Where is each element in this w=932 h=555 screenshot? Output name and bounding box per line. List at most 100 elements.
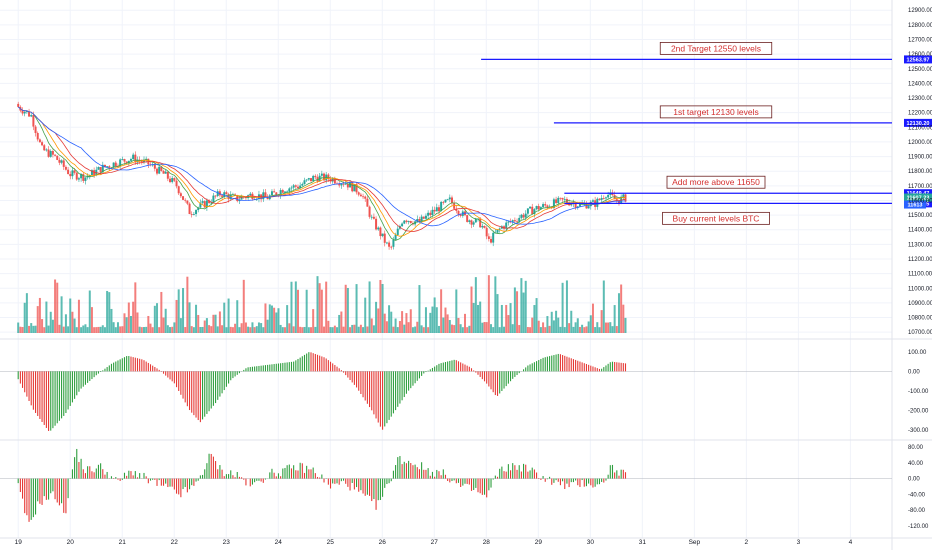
candle-body — [615, 199, 618, 201]
volume-bar — [255, 326, 258, 333]
candle-body — [45, 149, 48, 151]
volume-bar — [275, 312, 278, 333]
volume-bar — [186, 276, 189, 333]
volume-bar — [227, 298, 230, 333]
volume-bar — [403, 324, 406, 333]
volume-bar — [578, 326, 581, 333]
candle-body — [485, 227, 488, 237]
candle-body — [450, 197, 453, 204]
candle-body — [338, 184, 341, 186]
price-axis-tick: 10900.00 — [908, 301, 932, 307]
volume-bar — [23, 302, 26, 333]
time-axis-tick: 20 — [67, 539, 75, 546]
candle-body — [418, 219, 421, 222]
candle-body — [266, 196, 269, 200]
volume-bar — [197, 314, 200, 333]
volume-bar — [151, 327, 154, 333]
volume-bar — [288, 323, 291, 333]
volume-bar — [570, 310, 573, 333]
volume-bar — [62, 326, 65, 333]
volume-bar — [136, 312, 139, 333]
volume-bar — [17, 322, 20, 333]
volume-bar — [236, 300, 239, 333]
volume-bar — [429, 312, 432, 333]
volume-bar — [173, 322, 176, 333]
volume-bar — [396, 327, 399, 333]
candle-body — [487, 236, 490, 239]
volume-bar — [307, 327, 310, 333]
candle-body — [370, 216, 373, 218]
volume-bar — [273, 307, 276, 333]
candle-body — [479, 218, 482, 228]
candle-body — [342, 183, 345, 185]
volume-bar — [303, 326, 306, 333]
candle-body — [531, 206, 534, 214]
candle-body — [212, 195, 215, 203]
volume-bar — [544, 327, 547, 333]
candle-body — [47, 149, 50, 157]
volume-bar — [359, 324, 362, 333]
candle-body — [273, 191, 276, 193]
price-axis-tick: 11900.00 — [908, 155, 932, 161]
volume-bar — [576, 318, 579, 333]
volume-bar — [45, 301, 48, 333]
volume-bar — [142, 327, 145, 333]
candle-body — [516, 221, 519, 223]
volume-bar — [346, 287, 349, 333]
volume-bar — [466, 327, 469, 333]
volume-bar — [112, 322, 115, 333]
candle-body — [82, 174, 85, 181]
candle-body — [570, 203, 573, 206]
volume-bar — [602, 280, 605, 333]
volume-bar — [268, 304, 271, 333]
volume-bar — [511, 324, 514, 333]
volume-bar — [58, 324, 61, 333]
volume-bar — [537, 320, 540, 333]
time-axis-tick: 26 — [379, 539, 387, 546]
volume-bar — [381, 283, 384, 333]
volume-bar — [496, 294, 499, 333]
candle-body — [34, 126, 37, 133]
volume-bar — [30, 323, 33, 333]
candle-body — [119, 159, 122, 167]
volume-bar — [28, 325, 31, 333]
candle-body — [264, 192, 267, 197]
price-axis-tick: 11300.00 — [908, 242, 932, 248]
price-axis-tick: 11400.00 — [908, 228, 932, 234]
volume-bar — [149, 323, 152, 333]
volume-bar — [290, 281, 293, 333]
candle-body — [591, 200, 594, 202]
candle-body — [116, 166, 119, 168]
volume-bar — [299, 326, 302, 333]
candle-body — [41, 142, 44, 146]
candle-body — [299, 185, 302, 189]
volume-bar — [355, 284, 358, 333]
candle-body — [28, 111, 31, 117]
osc2-axis-tick: -120.00 — [908, 524, 929, 530]
price-tag-label: 12563.97 — [907, 57, 930, 63]
volume-bar — [323, 326, 326, 333]
volume-bar — [461, 327, 464, 333]
candle-body — [574, 202, 577, 208]
candle-body — [422, 216, 425, 219]
candle-body — [56, 155, 59, 160]
volume-bar — [320, 289, 323, 333]
candle-body — [355, 184, 358, 193]
volume-bar — [114, 327, 117, 333]
candle-body — [529, 206, 532, 209]
candle-body — [86, 176, 89, 178]
time-axis-tick: 22 — [171, 539, 179, 546]
volume-bar — [487, 275, 490, 333]
candle-body — [145, 158, 148, 160]
volume-bar — [244, 322, 247, 333]
candle-body — [468, 220, 471, 222]
candle-body — [134, 154, 137, 163]
candle-body — [314, 175, 317, 178]
candle-body — [546, 205, 549, 208]
volume-bar — [318, 283, 321, 333]
volume-bar — [134, 282, 137, 333]
candle-body — [179, 193, 182, 197]
volume-bar — [563, 327, 566, 333]
